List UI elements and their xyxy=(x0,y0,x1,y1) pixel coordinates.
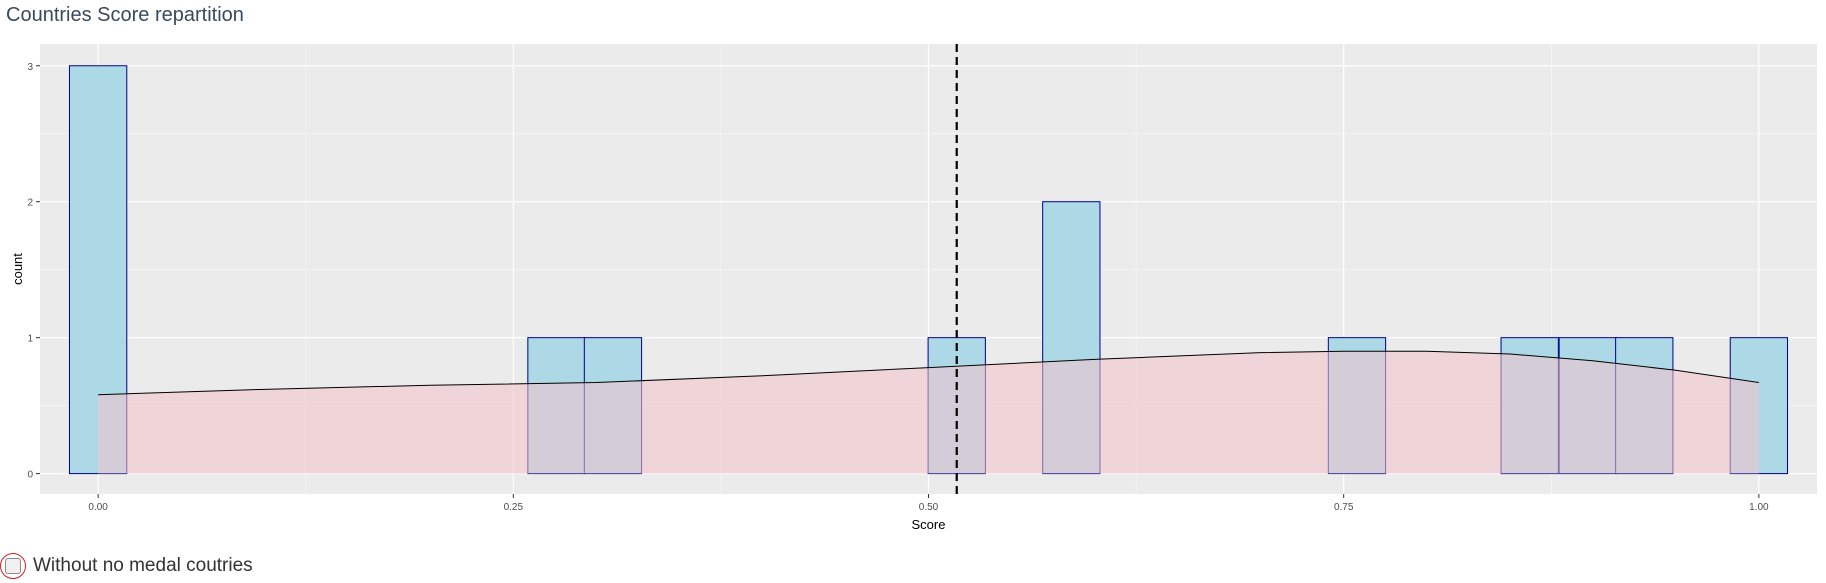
without-no-medal-checkbox[interactable] xyxy=(0,553,26,579)
density-curve xyxy=(98,350,1759,396)
y-tick-label: 2 xyxy=(27,198,33,209)
x-tick-label: 1.00 xyxy=(1749,502,1769,513)
x-tick-label: 0.75 xyxy=(1334,502,1354,513)
without-no-medal-label[interactable]: Without no medal coutries xyxy=(33,555,253,576)
without-no-medal-option[interactable]: Without no medal coutries xyxy=(0,552,253,580)
x-tick-label: 0.25 xyxy=(504,502,524,513)
y-tick-label: 0 xyxy=(27,470,33,481)
x-tick-label: 0.00 xyxy=(88,502,108,513)
chart-svg: 0.00 0.25 0.50 0.75 1.00 0 1 2 3 Score count xyxy=(10,44,1817,532)
x-axis-label: Score xyxy=(912,517,946,532)
y-axis-label: count xyxy=(10,253,25,285)
y-tick-label: 1 xyxy=(27,334,33,345)
panel-title: Countries Score repartition xyxy=(6,4,244,26)
x-tick-label: 0.50 xyxy=(919,502,939,513)
histogram-chart: 0.00 0.25 0.50 0.75 1.00 0 1 2 3 Score count xyxy=(0,38,1826,538)
density-area xyxy=(98,351,1759,474)
y-tick-label: 3 xyxy=(27,62,33,73)
